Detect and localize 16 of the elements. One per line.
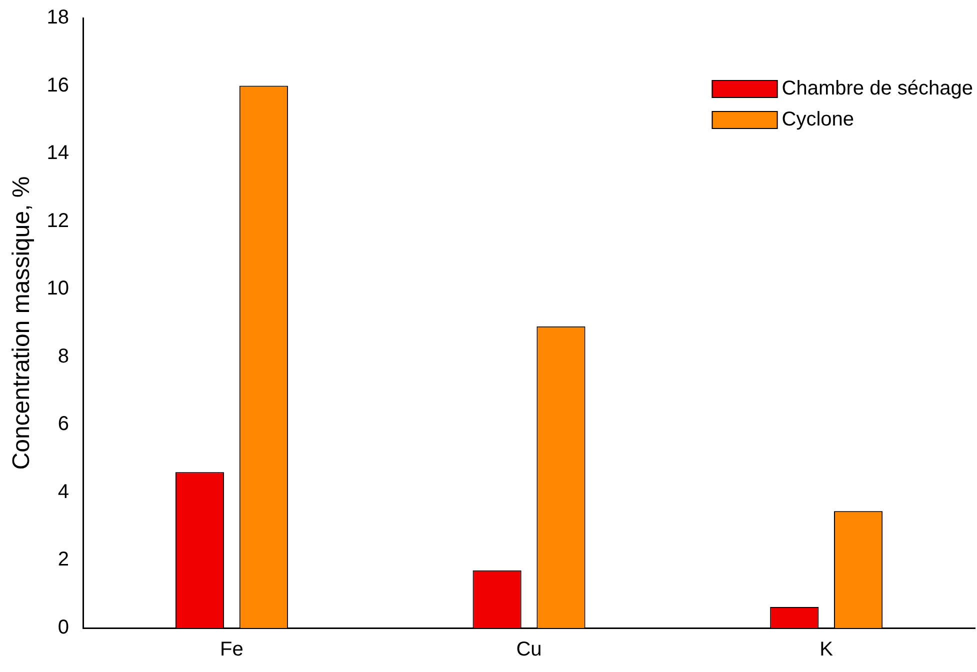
y-tick-label: 14 (46, 142, 70, 164)
x-tick-label: Fe (220, 638, 244, 661)
y-tick-label: 10 (46, 278, 70, 300)
x-tick-label: K (820, 638, 834, 661)
y-tick-label: 8 (58, 345, 70, 368)
y-tick-label: 0 (58, 616, 70, 639)
legend-label: Chambre de séchage (782, 78, 974, 100)
y-tick-label: 16 (46, 74, 70, 96)
legend-label: Cyclone (782, 108, 854, 131)
y-tick-label: 12 (46, 210, 70, 232)
y-tick-label: 4 (58, 480, 70, 503)
y-tick-label: 6 (58, 413, 70, 436)
y-tick-label: 2 (58, 548, 70, 571)
x-tick-label: Cu (516, 638, 542, 661)
y-tick-label: 18 (46, 6, 70, 29)
y-axis-title: Concentration massique, % (8, 176, 36, 470)
